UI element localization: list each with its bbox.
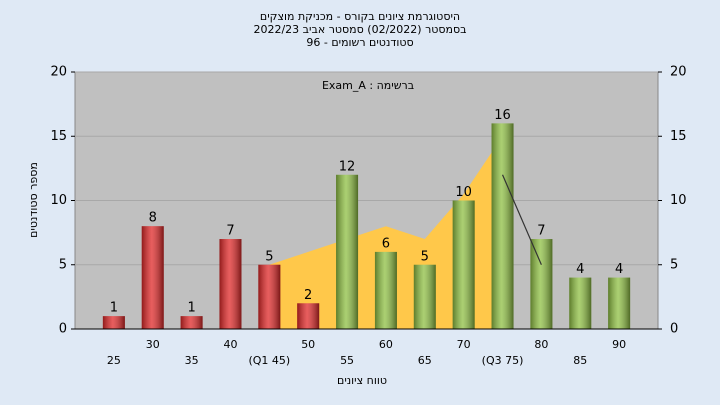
- chart-title: היסטוגרמת ציונים בקורס - מכניקת מוצקים: [260, 10, 460, 23]
- y2-tick-label: 15: [670, 129, 687, 144]
- x-tick-label: 55: [340, 354, 354, 367]
- bar-shade: [180, 316, 203, 329]
- data-label: 12: [339, 159, 356, 174]
- y-tick-label: 5: [59, 257, 67, 272]
- bar-shade: [530, 239, 553, 329]
- x-tick-label: 40: [223, 338, 237, 351]
- x-tick-label: 80: [534, 338, 548, 351]
- x-tick-label: 25: [107, 354, 121, 367]
- bar-shade: [413, 264, 436, 329]
- y2-tick-label: 0: [670, 322, 678, 337]
- line: [501, 174, 542, 265]
- y2-tick-label: 10: [670, 193, 687, 208]
- y2-tick-label: 5: [670, 257, 678, 272]
- x-tick-label: 35: [185, 354, 199, 367]
- data-label: 1: [110, 301, 118, 316]
- bar-shade: [141, 226, 164, 329]
- x-tick-label: 85: [573, 354, 587, 367]
- data-label: 4: [615, 262, 623, 277]
- bar-shade: [258, 264, 281, 329]
- bar-shade: [297, 303, 320, 329]
- x-tick-label: 65: [418, 354, 432, 367]
- data-label: 7: [226, 224, 234, 239]
- x-tick-label: 60: [379, 338, 393, 351]
- annotation: Exam_A : ברשימה: [322, 79, 414, 92]
- y2-tick-label: 20: [670, 65, 687, 80]
- data-label: 5: [265, 249, 273, 264]
- x-tick-label: 90: [612, 338, 626, 351]
- data-label: 10: [455, 185, 472, 200]
- y-tick-label: 15: [50, 129, 67, 144]
- data-label: 5: [421, 249, 429, 264]
- x-tick-label: 50: [301, 338, 315, 351]
- x-tick-label: 30: [146, 338, 160, 351]
- data-label: 2: [304, 288, 312, 303]
- y-tick-label: 10: [50, 193, 67, 208]
- y-axis-label: מספר סטודנטים: [27, 162, 40, 238]
- y-tick-label: 0: [59, 322, 67, 337]
- x-axis-label: טווח ציונים: [337, 374, 387, 387]
- bar-shade: [336, 174, 359, 329]
- data-label: 6: [382, 236, 390, 251]
- bar-shade: [102, 316, 125, 329]
- x-tick-label: (Q1 45): [248, 354, 290, 367]
- data-label: 8: [149, 211, 157, 226]
- bar-shade: [219, 239, 242, 329]
- chart-subtitle: סטודנטים רשומים - 96: [306, 36, 413, 49]
- y-tick-label: 20: [50, 65, 67, 80]
- bar-shade: [569, 277, 592, 329]
- x-tick-label: 70: [457, 338, 471, 351]
- data-label: 16: [494, 108, 511, 123]
- bar-shade: [374, 251, 397, 329]
- data-label: 4: [576, 262, 584, 277]
- bar-shade: [452, 200, 475, 329]
- x-tick-label: (Q3 75): [482, 354, 524, 367]
- data-label: 7: [537, 224, 545, 239]
- bar-shade: [491, 123, 514, 330]
- area: [269, 136, 503, 329]
- data-label: 1: [187, 301, 195, 316]
- bar-shade: [608, 277, 631, 329]
- chart-subtitle: בסמסטר (02/2022) סמסטר אביב 2022/23: [253, 23, 466, 36]
